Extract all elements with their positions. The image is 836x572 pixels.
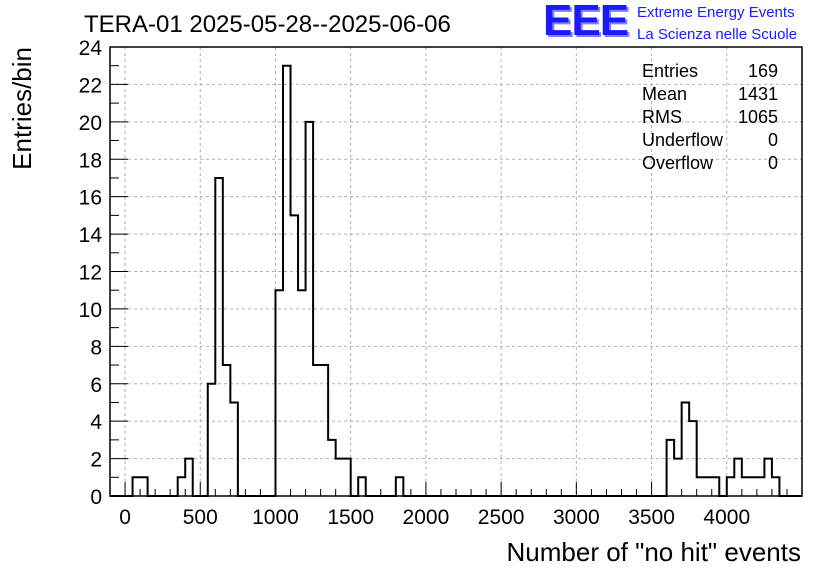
y-axis-label: Entries/bin	[7, 47, 37, 170]
histogram-bin	[185, 459, 193, 496]
stats-label: RMS	[642, 107, 682, 127]
histogram-bin	[328, 440, 336, 496]
y-tick-label: 18	[79, 149, 102, 172]
x-tick-label: 500	[183, 506, 218, 529]
histogram-bin	[283, 66, 291, 496]
histogram-bin	[336, 459, 344, 496]
x-tick-label: 2500	[478, 506, 525, 529]
x-tick-label: 4000	[703, 506, 750, 529]
y-tick-label: 24	[79, 37, 103, 60]
histogram-bin	[742, 477, 750, 496]
x-tick-label: 1500	[327, 506, 374, 529]
stats-value: 0	[768, 153, 778, 173]
histogram-bin	[682, 402, 690, 496]
y-tick-label: 4	[90, 411, 102, 434]
histogram-bin	[734, 459, 742, 496]
stats-label: Entries	[642, 61, 698, 81]
stats-value: 169	[748, 61, 778, 81]
histogram-bin	[343, 459, 351, 496]
histogram-bin	[749, 477, 757, 496]
histogram-bin	[230, 402, 238, 496]
stats-box: Entries 169 Mean 1431 RMS 1065 Underflow 0 Overf…	[642, 61, 778, 173]
chart-title: TERA-01 2025-05-28--2025-06-06	[84, 11, 451, 38]
y-tick-label: 20	[79, 112, 102, 135]
y-tick-label: 12	[79, 262, 102, 285]
x-tick-labels: 0 500 1000 1500 2000 2500 3000 3500 4000	[119, 506, 750, 529]
eee-logo: EEE Extreme Energy Events La Scienza nel…	[543, 0, 833, 46]
grid-lines	[110, 47, 802, 496]
histogram-bin	[321, 365, 329, 496]
axis-ticks	[109, 46, 788, 497]
histogram-bin	[298, 290, 306, 496]
histogram-bin	[291, 215, 299, 496]
y-tick-label: 16	[79, 187, 102, 210]
x-axis-label: Number of "no hit" events	[507, 537, 802, 567]
x-tick-label: 1000	[252, 506, 299, 529]
stats-label: Underflow	[642, 130, 724, 150]
eee-logo-mark: EEE	[543, 0, 629, 45]
histogram-bin	[313, 365, 321, 496]
stats-value: 1065	[738, 107, 778, 127]
y-tick-label: 2	[90, 449, 102, 472]
logo-line-1: Extreme Energy Events	[637, 4, 795, 21]
y-tick-label: 10	[79, 299, 102, 322]
histogram-bin	[208, 384, 216, 496]
y-tick-label: 14	[79, 224, 103, 247]
histogram-bin	[772, 477, 780, 496]
stats-label: Overflow	[642, 153, 714, 173]
x-tick-label: 0	[119, 506, 131, 529]
histogram-bin	[223, 365, 231, 496]
histogram-bin	[674, 459, 682, 496]
histogram-bin	[712, 477, 720, 496]
histogram-bin	[215, 178, 223, 496]
histogram-bin	[133, 477, 141, 496]
stats-value: 1431	[738, 84, 778, 104]
x-tick-label: 3500	[628, 506, 675, 529]
stats-label: Mean	[642, 84, 687, 104]
stats-value: 0	[768, 130, 778, 150]
histogram-bin	[667, 440, 675, 496]
histogram-bin	[697, 477, 705, 496]
logo-line-2: La Scienza nelle Scuole	[637, 26, 798, 43]
histogram-bin	[727, 477, 735, 496]
y-tick-label: 8	[90, 336, 102, 359]
histogram-bin	[140, 477, 148, 496]
histogram-bin	[396, 477, 404, 496]
histogram-bin	[757, 477, 765, 496]
histogram-bin	[275, 290, 283, 496]
y-tick-label: 0	[90, 486, 102, 509]
y-tick-label: 6	[90, 374, 102, 397]
x-tick-label: 2000	[403, 506, 450, 529]
histogram-bin	[704, 477, 712, 496]
histogram-bin	[764, 459, 772, 496]
x-tick-label: 3000	[553, 506, 600, 529]
y-tick-label: 22	[79, 74, 102, 97]
histogram-bin	[178, 477, 186, 496]
histogram-bin	[358, 477, 366, 496]
